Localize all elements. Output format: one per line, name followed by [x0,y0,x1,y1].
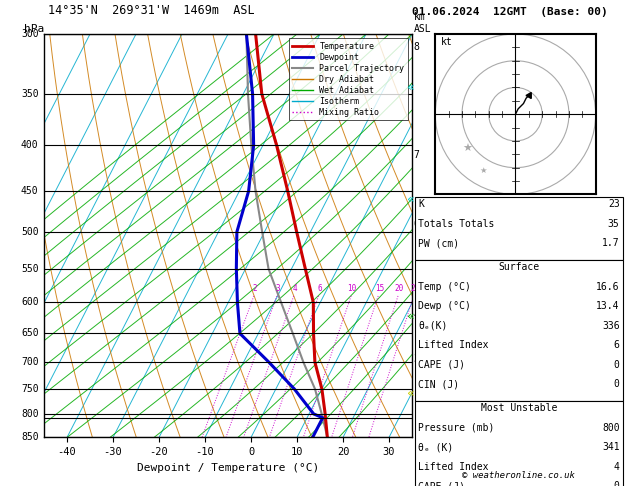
Text: 4: 4 [414,310,420,320]
Text: 350: 350 [21,89,38,99]
Text: «: « [407,387,415,400]
Text: © weatheronline.co.uk: © weatheronline.co.uk [462,470,576,480]
Text: 23: 23 [608,199,620,209]
Text: 0: 0 [614,360,620,370]
Text: 400: 400 [21,140,38,151]
Text: Dewp (°C): Dewp (°C) [418,301,471,312]
Text: K: K [418,199,424,209]
Text: PW (cm): PW (cm) [418,238,459,248]
X-axis label: Dewpoint / Temperature (°C): Dewpoint / Temperature (°C) [137,463,319,473]
Text: 1.7: 1.7 [602,238,620,248]
Text: 13.4: 13.4 [596,301,620,312]
Text: CIN (J): CIN (J) [418,379,459,389]
Text: 341: 341 [602,442,620,452]
Text: Pressure (mb): Pressure (mb) [418,423,494,433]
Text: 600: 600 [21,297,38,308]
Text: ★: ★ [462,144,472,154]
Text: 6: 6 [414,219,420,229]
Text: 7: 7 [414,150,420,160]
Text: 850: 850 [21,433,38,442]
Text: 5: 5 [414,271,420,281]
Text: «: « [407,193,415,206]
Text: Surface: Surface [498,262,540,273]
Text: hPa: hPa [24,24,44,34]
Text: 0: 0 [614,481,620,486]
Legend: Temperature, Dewpoint, Parcel Trajectory, Dry Adiabat, Wet Adiabat, Isotherm, Mi: Temperature, Dewpoint, Parcel Trajectory… [289,38,408,121]
Text: 650: 650 [21,329,38,338]
Text: 16.6: 16.6 [596,282,620,292]
Text: 336: 336 [602,321,620,331]
Text: 4: 4 [292,284,298,293]
Text: 3: 3 [276,284,281,293]
Text: 15: 15 [375,284,384,293]
Text: CAPE (J): CAPE (J) [418,481,465,486]
Text: 6: 6 [317,284,322,293]
Text: Most Unstable: Most Unstable [481,403,557,414]
Text: LCL: LCL [414,413,431,423]
Text: 450: 450 [21,186,38,196]
Text: 25: 25 [410,284,420,293]
Text: 0: 0 [614,379,620,389]
Text: 800: 800 [602,423,620,433]
Text: 2: 2 [414,409,420,419]
Text: θₑ (K): θₑ (K) [418,442,454,452]
Text: «: « [407,310,415,322]
Text: 10: 10 [348,284,357,293]
Text: θₑ(K): θₑ(K) [418,321,448,331]
Text: Lifted Index: Lifted Index [418,462,489,472]
Text: 2: 2 [253,284,257,293]
Text: «: « [407,81,415,94]
Text: 01.06.2024  12GMT  (Base: 00): 01.06.2024 12GMT (Base: 00) [411,7,608,17]
Text: 300: 300 [21,29,38,39]
Text: 4: 4 [614,462,620,472]
Text: 500: 500 [21,227,38,237]
Text: km
ASL: km ASL [414,13,431,34]
Text: Totals Totals: Totals Totals [418,219,494,229]
Text: 20: 20 [394,284,404,293]
Text: 6: 6 [614,340,620,350]
Text: 14°35'N  269°31'W  1469m  ASL: 14°35'N 269°31'W 1469m ASL [48,4,254,17]
Text: Mixing Ratio (g/kg): Mixing Ratio (g/kg) [431,212,441,324]
Text: Lifted Index: Lifted Index [418,340,489,350]
Text: 700: 700 [21,357,38,367]
Text: 3: 3 [414,354,420,364]
Text: 8: 8 [414,42,420,52]
Text: kt: kt [441,37,452,47]
Text: 800: 800 [21,409,38,419]
Text: Temp (°C): Temp (°C) [418,282,471,292]
Text: 750: 750 [21,384,38,394]
Text: 35: 35 [608,219,620,229]
Text: 550: 550 [21,264,38,274]
Text: CAPE (J): CAPE (J) [418,360,465,370]
Text: ★: ★ [480,166,487,175]
